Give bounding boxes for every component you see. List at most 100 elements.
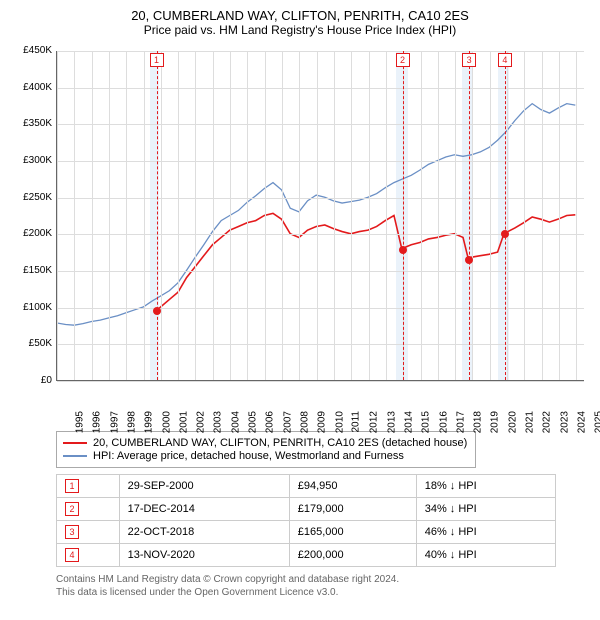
chart-subtitle: Price paid vs. HM Land Registry's House … xyxy=(8,23,592,37)
gridline-v xyxy=(92,51,93,380)
gridline-v xyxy=(317,51,318,380)
gridline-v xyxy=(213,51,214,380)
y-axis-label: £200K xyxy=(10,228,52,239)
table-row: 322-OCT-2018£165,00046% ↓ HPI xyxy=(57,521,556,544)
gridline-v xyxy=(178,51,179,380)
gridline-v xyxy=(334,51,335,380)
sale-index-cell: 2 xyxy=(57,498,120,521)
legend-box: 20, CUMBERLAND WAY, CLIFTON, PENRITH, CA… xyxy=(56,431,476,468)
sales-table: 129-SEP-2000£94,95018% ↓ HPI217-DEC-2014… xyxy=(56,474,556,567)
gridline-v xyxy=(126,51,127,380)
x-axis-label: 2008 xyxy=(299,411,310,433)
sale-delta-cell: 18% ↓ HPI xyxy=(416,475,555,498)
sale-date-cell: 17-DEC-2014 xyxy=(119,498,289,521)
gridline-v xyxy=(559,51,560,380)
gridline-v xyxy=(369,51,370,380)
sale-date-cell: 22-OCT-2018 xyxy=(119,521,289,544)
x-axis-label: 2025 xyxy=(594,411,600,433)
footer-line-2: This data is licensed under the Open Gov… xyxy=(56,586,592,599)
legend-swatch xyxy=(63,442,87,444)
attribution-footer: Contains HM Land Registry data © Crown c… xyxy=(56,573,592,599)
gridline-v xyxy=(74,51,75,380)
x-axis-label: 1997 xyxy=(109,411,120,433)
sale-marker-box: 4 xyxy=(498,53,512,67)
sale-date-cell: 13-NOV-2020 xyxy=(119,544,289,567)
gridline-v xyxy=(507,51,508,380)
gridline-v xyxy=(576,51,577,380)
table-row: 413-NOV-2020£200,00040% ↓ HPI xyxy=(57,544,556,567)
table-row: 217-DEC-2014£179,00034% ↓ HPI xyxy=(57,498,556,521)
y-axis-label: £150K xyxy=(10,265,52,276)
gridline-v xyxy=(109,51,110,380)
x-axis-label: 1999 xyxy=(143,411,154,433)
plot-region: 1 2 3 4 xyxy=(56,51,584,381)
gridline-v xyxy=(438,51,439,380)
y-axis-label: £400K xyxy=(10,82,52,93)
sale-marker-line xyxy=(157,51,158,380)
sale-index-box: 1 xyxy=(65,479,79,493)
y-axis-label: £300K xyxy=(10,155,52,166)
gridline-h xyxy=(57,381,584,382)
x-axis-label: 2011 xyxy=(350,411,361,433)
gridline-v xyxy=(195,51,196,380)
chart-title: 20, CUMBERLAND WAY, CLIFTON, PENRITH, CA… xyxy=(8,8,592,23)
gridline-v xyxy=(490,51,491,380)
x-axis-label: 2013 xyxy=(386,411,397,433)
gridline-v xyxy=(455,51,456,380)
sale-marker-box: 2 xyxy=(396,53,410,67)
y-axis-label: £350K xyxy=(10,118,52,129)
sale-marker-line xyxy=(469,51,470,380)
y-axis-label: £100K xyxy=(10,302,52,313)
gridline-v xyxy=(472,51,473,380)
series-prop-line xyxy=(156,213,575,310)
x-axis-label: 2001 xyxy=(178,411,189,433)
x-axis-label: 2003 xyxy=(213,411,224,433)
x-axis-label: 2024 xyxy=(576,411,587,433)
gridline-v xyxy=(247,51,248,380)
legend-item: 20, CUMBERLAND WAY, CLIFTON, PENRITH, CA… xyxy=(63,437,469,449)
x-axis-label: 2015 xyxy=(420,411,431,433)
chart-area: 1234 £0£50K£100K£150K£200K£250K£300K£350… xyxy=(8,43,592,423)
sale-marker-line xyxy=(403,51,404,380)
x-axis-label: 2016 xyxy=(438,411,449,433)
x-axis-label: 2022 xyxy=(542,411,553,433)
legend-label: 20, CUMBERLAND WAY, CLIFTON, PENRITH, CA… xyxy=(93,437,467,449)
x-axis-label: 2021 xyxy=(524,411,535,433)
sale-date-cell: 29-SEP-2000 xyxy=(119,475,289,498)
gridline-v xyxy=(524,51,525,380)
table-row: 1 29-SEP-2000£94,95018% ↓ HPI xyxy=(57,475,556,498)
sale-marker-dot xyxy=(399,246,407,254)
gridline-v xyxy=(386,51,387,380)
y-axis-label: £50K xyxy=(10,338,52,349)
x-axis-label: 2005 xyxy=(247,411,258,433)
gridline-v xyxy=(265,51,266,380)
gridline-v xyxy=(57,51,58,380)
gridline-v xyxy=(230,51,231,380)
sale-index-cell: 4 xyxy=(57,544,120,567)
legend-swatch xyxy=(63,455,87,457)
x-axis-label: 2017 xyxy=(455,411,466,433)
gridline-v xyxy=(144,51,145,380)
x-axis-label: 2010 xyxy=(334,411,345,433)
gridline-v xyxy=(421,51,422,380)
x-axis-label: 2014 xyxy=(403,411,414,433)
sale-marker-line xyxy=(505,51,506,380)
sale-marker-box: 1 xyxy=(150,53,164,67)
gridline-v xyxy=(282,51,283,380)
x-axis-label: 1995 xyxy=(74,411,85,433)
sale-price-cell: £179,000 xyxy=(289,498,416,521)
x-axis-label: 2019 xyxy=(490,411,501,433)
x-axis-label: 2006 xyxy=(265,411,276,433)
sale-marker-box: 3 xyxy=(462,53,476,67)
x-axis-label: 2002 xyxy=(195,411,206,433)
sale-marker-dot xyxy=(501,230,509,238)
sale-price-cell: £165,000 xyxy=(289,521,416,544)
gridline-v xyxy=(351,51,352,380)
gridline-v xyxy=(299,51,300,380)
sale-index-box: 3 xyxy=(65,525,79,539)
gridline-v xyxy=(161,51,162,380)
sale-price-cell: £94,950 xyxy=(289,475,416,498)
x-axis-label: 2007 xyxy=(282,411,293,433)
sale-delta-cell: 34% ↓ HPI xyxy=(416,498,555,521)
sale-marker-dot xyxy=(153,307,161,315)
